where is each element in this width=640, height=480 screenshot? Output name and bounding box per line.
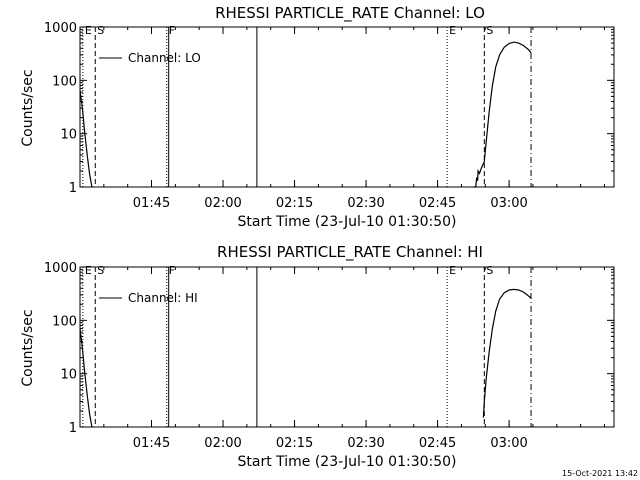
event-marker-label: S [486,24,493,37]
series-line [482,288,532,418]
legend-label: Channel: HI [128,291,198,305]
plot-area: 1 10 100 1000 01:45 02:00 02:15 02:30 02:45 03:00… [44,261,615,451]
plot-frame [79,26,615,188]
y-tick-label: 1000 [44,261,77,276]
x-tick-label: 02:00 [204,196,241,211]
plot-area: 1 10 100 1000 01:45 02:00 02:15 02:30 02:45 03:00… [44,21,615,211]
x-tick-label: 02:15 [276,436,313,451]
chart-panel-lo: RHESSI PARTICLE_RATE Channel: LO Start T… [20,4,615,230]
event-marker-label: E [449,264,456,277]
event-marker-label: E [449,24,456,37]
y-tick-label: 1 [69,421,77,436]
y-tick-label: 100 [52,314,77,329]
x-tick-label: 01:45 [133,436,170,451]
y-tick-label: 1 [69,181,77,196]
y-tick-label: 10 [60,128,77,143]
chart-panel-hi: RHESSI PARTICLE_RATE Channel: HI Start T… [20,243,615,470]
x-tick-label: 02:45 [419,196,456,211]
event-marker-label: F [169,264,175,277]
chart-title: RHESSI PARTICLE_RATE Channel: LO [215,4,485,23]
x-axis-label: Start Time (23-Jul-10 01:30:50) [237,214,456,230]
y-tick-label: 10 [60,368,77,383]
y-axis-label: Counts/sec [20,309,36,386]
series-line [79,328,93,428]
x-tick-label: 02:30 [347,436,384,451]
chart-title: RHESSI PARTICLE_RATE Channel: HI [217,243,483,262]
event-marker-label: S [97,24,104,37]
event-marker-label: E [85,264,92,277]
x-tick-label: 02:15 [276,196,313,211]
y-tick-label: 1000 [44,21,77,36]
event-marker-label: S [486,264,493,277]
y-tick-label: 100 [52,74,77,89]
x-tick-label: 02:00 [204,436,241,451]
series-line [79,90,93,188]
x-tick-label: 02:45 [419,436,456,451]
x-tick-label: 02:30 [347,196,384,211]
event-marker-label: E [85,24,92,37]
event-marker-label: F [169,24,175,37]
x-tick-label: 01:45 [133,196,170,211]
footer-timestamp: 15-Oct-2021 13:42 [562,469,638,478]
legend-label: Channel: LO [128,51,201,65]
x-tick-label: 03:00 [490,196,527,211]
x-axis-label: Start Time (23-Jul-10 01:30:50) [237,454,456,470]
series-line [473,41,532,188]
event-marker-label: S [97,264,104,277]
plot-frame [79,266,615,428]
y-axis-label: Counts/sec [20,69,36,146]
x-tick-label: 03:00 [490,436,527,451]
